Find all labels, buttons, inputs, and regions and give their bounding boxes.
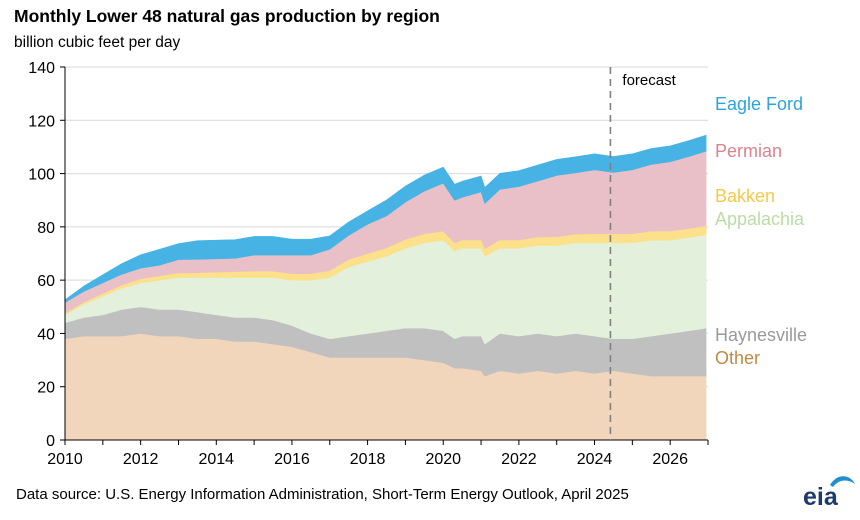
x-tick-label-2018: 2018 bbox=[350, 451, 386, 468]
area-eagle-ford bbox=[64, 134, 707, 304]
y-tick-label-140: 140 bbox=[28, 60, 55, 77]
source-note: Data source: U.S. Energy Information Adm… bbox=[16, 486, 629, 503]
legend-label-eagle-ford: Eagle Ford bbox=[715, 94, 803, 114]
legend-label-haynesville: Haynesville bbox=[715, 325, 807, 345]
x-tick-label-2026: 2026 bbox=[652, 451, 688, 468]
y-tick-label-40: 40 bbox=[37, 326, 55, 343]
legend-label-appalachia: Appalachia bbox=[715, 209, 805, 229]
logo-swoosh-icon bbox=[830, 476, 855, 487]
y-tick-label-80: 80 bbox=[37, 220, 55, 237]
y-tick-label-20: 20 bbox=[37, 380, 55, 397]
x-tick-label-2014: 2014 bbox=[198, 451, 234, 468]
forecast-label: forecast bbox=[622, 72, 676, 89]
logo-text: eia bbox=[803, 483, 839, 511]
x-tick-label-2010: 2010 bbox=[47, 451, 83, 468]
y-tick-label-100: 100 bbox=[28, 167, 55, 184]
chart-title: Monthly Lower 48 natural gas production … bbox=[14, 6, 440, 26]
legend-label-other: Other bbox=[715, 348, 760, 368]
x-tick-label-2022: 2022 bbox=[501, 451, 537, 468]
legend-label-permian: Permian bbox=[715, 141, 782, 161]
x-tick-label-2024: 2024 bbox=[577, 451, 613, 468]
y-tick-label-0: 0 bbox=[46, 433, 55, 450]
y-tick-label-120: 120 bbox=[28, 113, 55, 130]
y-tick-label-60: 60 bbox=[37, 273, 55, 290]
eia-logo: eia bbox=[803, 476, 855, 511]
x-tick-label-2012: 2012 bbox=[123, 451, 159, 468]
legend-label-bakken: Bakken bbox=[715, 186, 775, 206]
x-tick-label-2016: 2016 bbox=[274, 451, 310, 468]
x-tick-label-2020: 2020 bbox=[425, 451, 461, 468]
y-axis-unit-label: billion cubic feet per day bbox=[14, 34, 181, 51]
